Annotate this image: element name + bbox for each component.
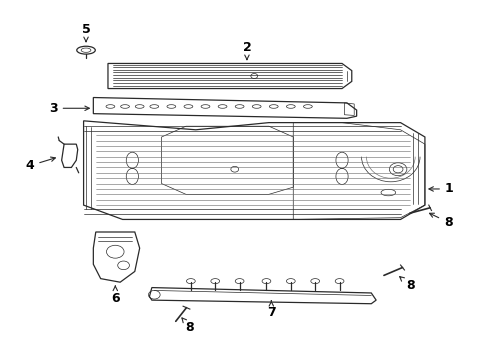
Text: 8: 8 [428,213,452,229]
Text: 6: 6 [111,286,120,305]
Text: 8: 8 [399,276,414,292]
Text: 2: 2 [242,41,251,60]
Text: 4: 4 [25,157,55,172]
Text: 5: 5 [81,23,90,42]
Text: 7: 7 [266,301,275,319]
Text: 8: 8 [182,318,194,333]
Text: 3: 3 [49,102,89,115]
Text: 1: 1 [428,183,453,195]
